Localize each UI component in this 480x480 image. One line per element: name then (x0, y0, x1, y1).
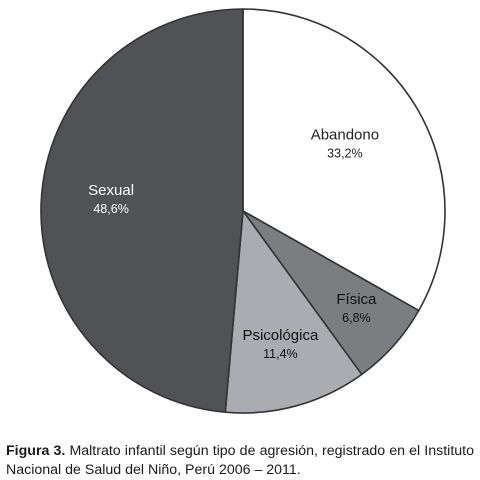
slice-label-psicologica: Psicológica (242, 327, 319, 344)
pie-slices (40, 8, 446, 414)
slice-value-sexual: 48,6% (93, 202, 128, 216)
figure-label: Figura 3. (6, 443, 66, 460)
slice-value-abandono: 33,2% (327, 147, 362, 161)
slice-value-psicologica: 11,4% (263, 347, 298, 361)
pie-slice-sexual (40, 8, 244, 414)
pie-labels: Abandono 33,2% Física 6,8% Psicológica 11,4% S… (88, 127, 379, 361)
pie-slice-abandono (242, 8, 446, 312)
pie-chart-svg: Abandono 33,2% Física 6,8% Psicológica 11,4% S… (40, 8, 446, 414)
figure-caption: Figura 3. Maltrato infantil según tipo d… (6, 442, 474, 480)
slice-label-fisica: Física (336, 291, 377, 308)
slice-label-abandono: Abandono (311, 127, 379, 144)
slice-value-fisica: 6,8% (342, 311, 371, 325)
slice-label-sexual: Sexual (88, 182, 134, 199)
pie-slice-psicologica (224, 210, 363, 414)
figure-caption-text: Maltrato infantil según tipo de agresión… (6, 443, 474, 479)
pie-chart: Abandono 33,2% Física 6,8% Psicológica 11,4% S… (40, 8, 446, 414)
